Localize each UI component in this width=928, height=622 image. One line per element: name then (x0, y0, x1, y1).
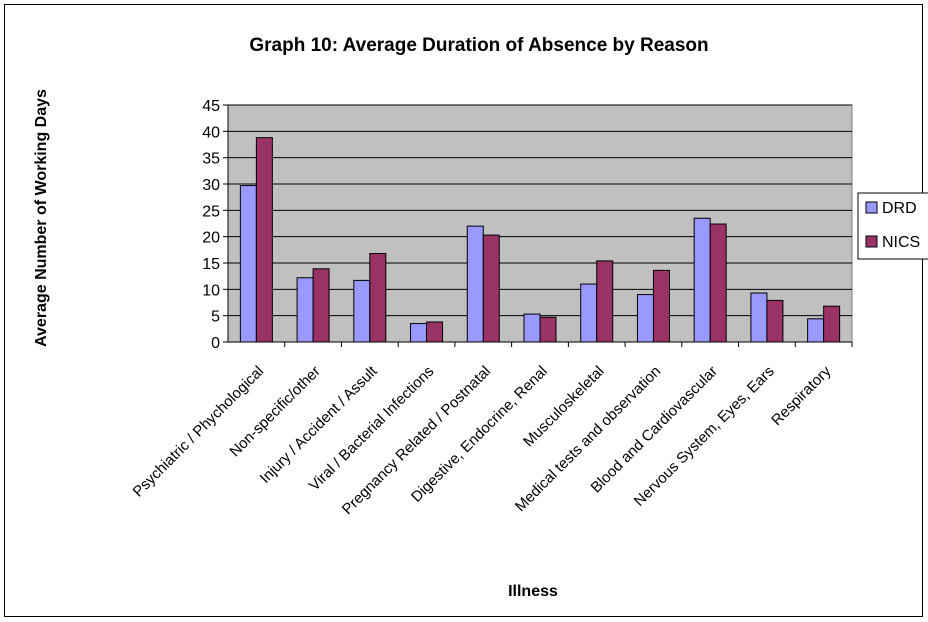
bar-drd (296, 277, 314, 343)
bar-nics (539, 316, 557, 343)
legend-label: DRD (882, 200, 917, 217)
y-tick-label: 30 (202, 177, 220, 194)
y-tick-label: 40 (202, 124, 220, 141)
x-axis-label: Illness (508, 583, 558, 600)
bar-nics (482, 234, 500, 343)
bar-drd (807, 318, 825, 343)
bar-nics (709, 223, 727, 343)
legend-label: NICS (882, 234, 920, 251)
bar-nics (652, 269, 670, 343)
y-tick-label: 5 (211, 309, 220, 326)
chart-title: Graph 10: Average Duration of Absence by… (249, 35, 708, 56)
chart-frame (4, 4, 923, 617)
bar-drd (580, 283, 598, 343)
bar-nics (426, 321, 444, 343)
bar-drd (239, 185, 257, 343)
bar-drd (693, 217, 711, 343)
bar-nics (369, 253, 387, 343)
y-tick-label: 10 (202, 282, 220, 299)
bar-nics (255, 137, 273, 343)
bar-drd (466, 225, 484, 343)
y-tick-label: 20 (202, 230, 220, 247)
y-tick-label: 15 (202, 256, 220, 273)
y-tick-label: 35 (202, 151, 220, 168)
bar-drd (636, 294, 654, 343)
legend-swatch (865, 201, 878, 214)
legend-swatch (865, 235, 878, 248)
y-tick-label: 0 (211, 335, 220, 352)
bar-drd (523, 313, 541, 343)
y-tick-label: 45 (202, 98, 220, 115)
bar-nics (596, 260, 614, 343)
x-tick-label: Respiratory (768, 362, 835, 429)
y-axis-label: Average Number of Working Days (33, 89, 50, 347)
bar-drd (353, 279, 371, 343)
bar-drd (750, 292, 768, 343)
bar-nics (766, 299, 784, 343)
bar-nics (312, 268, 330, 343)
bar-nics (823, 305, 841, 343)
bar-drd (410, 323, 428, 343)
y-tick-label: 25 (202, 203, 220, 220)
